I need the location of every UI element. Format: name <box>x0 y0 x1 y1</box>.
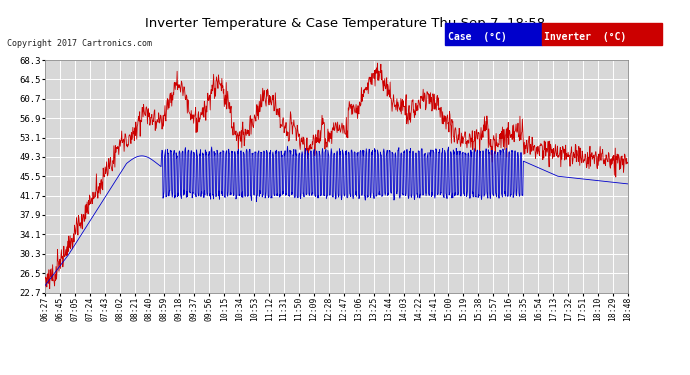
Text: Case  (°C): Case (°C) <box>448 32 506 42</box>
Text: Inverter  (°C): Inverter (°C) <box>544 32 627 42</box>
Text: Copyright 2017 Cartronics.com: Copyright 2017 Cartronics.com <box>7 39 152 48</box>
Text: Inverter Temperature & Case Temperature Thu Sep 7  18:58: Inverter Temperature & Case Temperature … <box>145 17 545 30</box>
